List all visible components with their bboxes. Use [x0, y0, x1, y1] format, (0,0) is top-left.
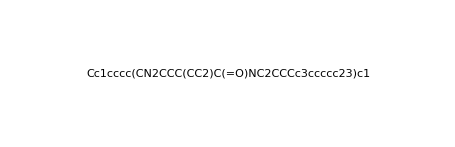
Text: Cc1cccc(CN2CCC(CC2)C(=O)NC2CCCc3ccccc23)c1: Cc1cccc(CN2CCC(CC2)C(=O)NC2CCCc3ccccc23)… [86, 69, 369, 78]
